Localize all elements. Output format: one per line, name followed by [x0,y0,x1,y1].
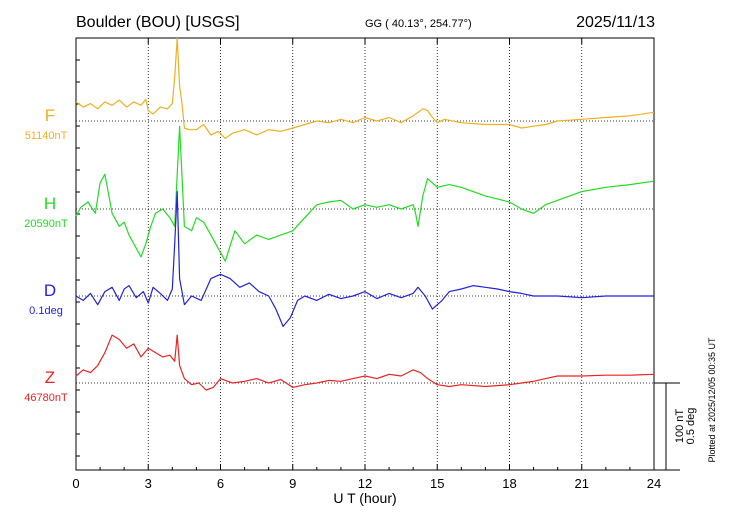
x-tick-label: 24 [647,476,661,491]
series-line-d [75,191,654,327]
scale-deg-label: 0.5 deg [685,408,697,445]
x-tick-label: 12 [358,476,372,491]
x-tick-label: 15 [430,476,444,491]
series-baseline-f: 51140nT [25,130,68,142]
grid-lines [76,38,654,470]
series-line-f [75,37,655,139]
x-tick-label: 9 [289,476,296,491]
coordinates-label: GG ( 40.13°, 254.77°) [365,18,472,30]
series-name-h: H [44,194,56,213]
station-title: Boulder (BOU) [USGS] [76,14,240,31]
x-tick-label: 3 [145,476,152,491]
series-line-h [75,125,655,262]
x-tick-label: 21 [575,476,589,491]
series-name-z: Z [45,368,55,387]
x-tick-label: 18 [502,476,516,491]
scale-bar [654,382,680,471]
series-line-z [75,334,655,391]
x-tick-label: 6 [217,476,224,491]
series-baseline-z: 46780nT [24,392,68,404]
x-axis-label: U T (hour) [333,490,396,506]
series-group [75,37,655,391]
series-name-d: D [44,281,56,300]
date-label: 2025/11/13 [576,14,655,31]
scale-nt-label: 100 nT [674,409,686,444]
series-labels: F 51140nT H 20590nT D 0.1deg Z 46780nT [24,106,68,404]
x-axis-ticks: 0 3 6 9 12 15 18 21 24 [72,37,661,491]
series-name-f: F [45,106,55,125]
series-baseline-d: 0.1deg [29,305,63,317]
plotted-timestamp: Plotted at 2025/12/05 00:35 UT [707,337,717,463]
x-tick-label: 0 [72,476,79,491]
series-baseline-h: 20590nT [24,218,68,230]
